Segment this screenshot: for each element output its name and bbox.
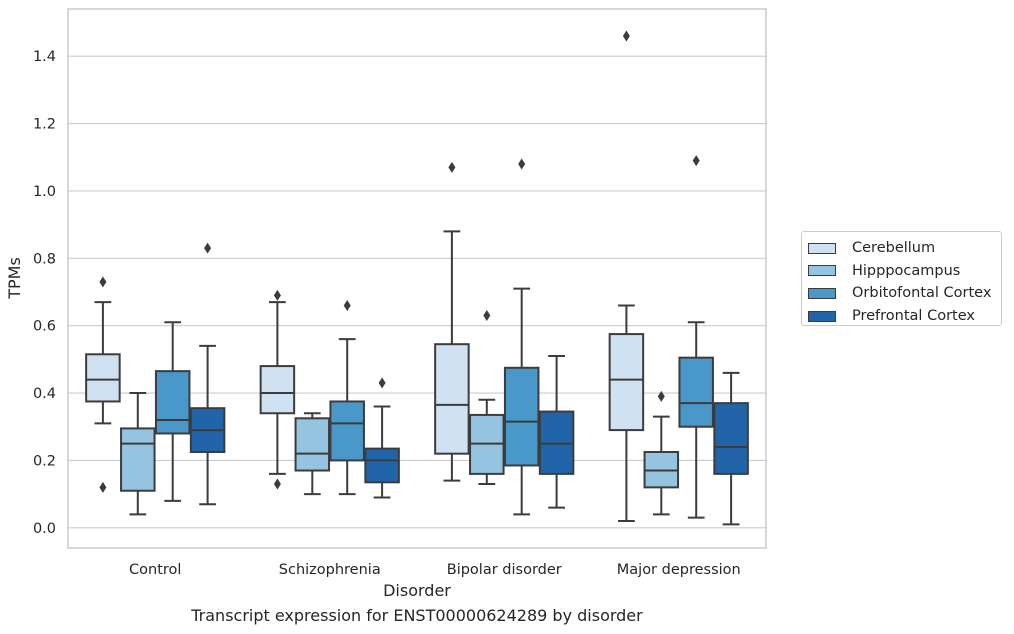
- legend-swatch-orbitofrontal: [808, 287, 836, 299]
- outlier-point: [99, 481, 107, 493]
- box-iqr: [434, 343, 470, 455]
- box-1-1: [294, 412, 331, 496]
- legend-swatch-cerebellum: [808, 242, 836, 254]
- box-1-2: [469, 310, 505, 485]
- box-series: [85, 30, 749, 526]
- legend-label-orbitofrontal: Orbitofontal Cortex: [852, 285, 992, 302]
- outlier-point: [204, 242, 212, 254]
- legend-label-hippocampus: Hipppocampus: [852, 262, 961, 279]
- x-tick-label: Major depression: [617, 562, 741, 578]
- box-0-1: [259, 289, 296, 490]
- box-2-2: [503, 158, 540, 516]
- box-iqr: [329, 400, 365, 462]
- box-iqr: [678, 356, 714, 428]
- y-tick-label: 0.8: [33, 251, 56, 267]
- box-iqr: [713, 402, 749, 475]
- box-iqr: [294, 417, 331, 472]
- box-2-1: [329, 299, 365, 496]
- y-tick-label: 0.2: [33, 453, 56, 469]
- box-iqr: [608, 333, 645, 432]
- box-2-3: [678, 155, 714, 519]
- legend-swatch-hippocampus: [808, 265, 836, 277]
- legend: Cerebellum Hipppocampus Orbitofontal Cor…: [801, 231, 1002, 326]
- box-2-0: [154, 321, 191, 502]
- box-1-3: [643, 390, 680, 516]
- legend-swatch-prefrontal: [808, 310, 836, 322]
- y-tick-label: 0.6: [33, 319, 56, 335]
- y-tick-label: 0.0: [33, 521, 56, 537]
- box-3-0: [189, 242, 226, 506]
- y-tick-label: 1.4: [33, 49, 56, 65]
- legend-item-prefrontal: Prefrontal Cortex: [808, 305, 1001, 328]
- y-tick-label: 0.4: [33, 386, 56, 402]
- x-tick-label: Bipolar disorder: [447, 562, 562, 578]
- y-tick-label: 1.2: [33, 117, 56, 133]
- outlier-point: [622, 30, 630, 42]
- box-iqr: [364, 447, 400, 484]
- legend-item-orbitofrontal: Orbitofontal Cortex: [808, 282, 1001, 305]
- legend-item-hippocampus: Hipppocampus: [808, 260, 1001, 283]
- plot-frame: [67, 8, 767, 549]
- box-0-3: [608, 30, 645, 523]
- outlier-point: [448, 161, 456, 173]
- outlier-point: [483, 310, 491, 322]
- box-iqr: [120, 427, 156, 492]
- box-3-3: [713, 371, 749, 526]
- outlier-point: [273, 289, 281, 301]
- x-tick-label: Control: [129, 562, 181, 578]
- legend-label-cerebellum: Cerebellum: [852, 240, 936, 257]
- x-axis-label: Disorder: [383, 581, 451, 600]
- outlier-point: [692, 155, 700, 167]
- axes: 0.0 0.2 0.4 0.6 0.8 1.0 1.2 1.4 Control Schizophr…: [33, 8, 767, 578]
- figure-caption: Transcript expression for ENST0000062428…: [191, 606, 643, 625]
- outlier-point: [657, 390, 665, 402]
- outlier-point: [273, 478, 281, 490]
- outlier-point: [99, 276, 107, 288]
- outlier-point: [518, 158, 526, 170]
- outlier-point: [378, 377, 386, 389]
- outlier-point: [343, 299, 351, 311]
- box-iqr: [85, 353, 121, 403]
- box-iqr: [259, 365, 296, 415]
- box-3-1: [364, 377, 400, 499]
- box-1-0: [120, 392, 156, 516]
- y-axis-label: TPMs: [5, 257, 24, 300]
- y-tick-label: 1.0: [33, 184, 56, 200]
- x-tick-label: Schizophrenia: [279, 562, 381, 578]
- legend-label-prefrontal: Prefrontal Cortex: [852, 308, 975, 325]
- legend-item-cerebellum: Cerebellum: [808, 237, 1001, 260]
- box-iqr: [503, 366, 540, 467]
- box-0-2: [434, 161, 470, 482]
- box-3-2: [538, 354, 575, 509]
- box-iqr: [154, 370, 191, 435]
- box-0-0: [85, 276, 121, 493]
